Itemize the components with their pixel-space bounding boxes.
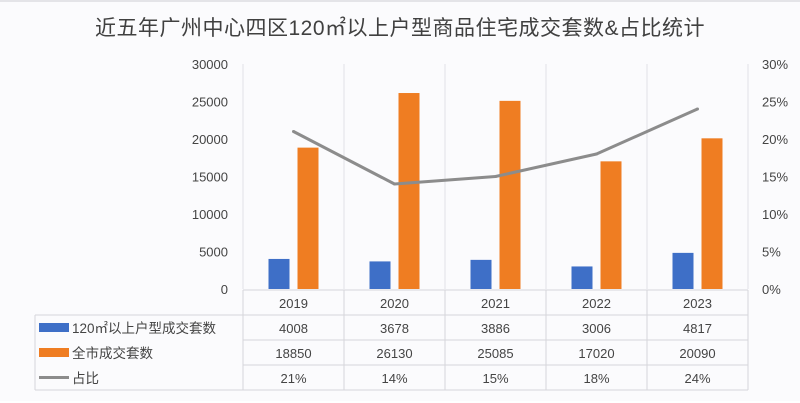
line-point-share bbox=[393, 182, 396, 186]
data-label: 18850 bbox=[275, 346, 311, 361]
data-label: 4008 bbox=[279, 321, 308, 336]
y2-tick-label: 10% bbox=[762, 207, 788, 222]
data-label: 25085 bbox=[477, 346, 513, 361]
legend-swatch bbox=[39, 348, 69, 357]
line-point-share bbox=[595, 152, 598, 156]
bar-large-units bbox=[268, 258, 290, 289]
y-tick-label: 20000 bbox=[192, 132, 228, 147]
data-label: 3886 bbox=[481, 321, 510, 336]
y-tick-label: 0 bbox=[221, 282, 228, 297]
x-category-label: 2021 bbox=[481, 296, 510, 311]
bar-large-units bbox=[470, 259, 492, 289]
data-label: 3006 bbox=[582, 321, 611, 336]
x-category-label: 2019 bbox=[279, 296, 308, 311]
data-label: 4817 bbox=[683, 321, 712, 336]
bar-large-units bbox=[672, 252, 694, 289]
legend-label: 占比 bbox=[72, 371, 99, 386]
bar-large-units bbox=[571, 266, 593, 289]
data-label: 14% bbox=[381, 371, 407, 386]
bar-city-total bbox=[701, 138, 723, 289]
data-label: 18% bbox=[583, 371, 609, 386]
data-label: 17020 bbox=[578, 346, 614, 361]
line-point-share bbox=[696, 107, 699, 111]
y-tick-label: 30000 bbox=[192, 57, 228, 72]
legend-label: 120㎡以上户型成交套数 bbox=[72, 320, 217, 336]
x-category-label: 2020 bbox=[380, 296, 409, 311]
y2-tick-label: 25% bbox=[762, 95, 788, 110]
chart-title: 近五年广州中心四区120㎡以上户型商品住宅成交套数&占比统计 bbox=[94, 17, 706, 40]
bar-city-total bbox=[297, 147, 319, 289]
data-label: 3678 bbox=[380, 321, 409, 336]
data-label: 20090 bbox=[679, 346, 715, 361]
bar-city-total bbox=[398, 93, 420, 290]
bar-city-total bbox=[600, 161, 622, 289]
line-share bbox=[292, 107, 699, 186]
data-label: 21% bbox=[280, 371, 306, 386]
data-label: 15% bbox=[482, 371, 508, 386]
bar-city-total bbox=[499, 100, 521, 289]
y-tick-label: 25000 bbox=[192, 95, 228, 110]
x-category-label: 2023 bbox=[683, 296, 712, 311]
data-label: 24% bbox=[684, 371, 710, 386]
line-point-share bbox=[494, 175, 497, 178]
legend-swatch bbox=[39, 323, 69, 332]
y2-tick-label: 5% bbox=[762, 245, 781, 260]
bar-large-units bbox=[369, 261, 391, 289]
y2-tick-label: 15% bbox=[762, 170, 788, 185]
y-tick-label: 10000 bbox=[192, 207, 228, 222]
y-tick-label: 15000 bbox=[192, 170, 228, 185]
x-category-label: 2022 bbox=[582, 296, 611, 311]
data-label: 26130 bbox=[376, 346, 412, 361]
y2-tick-label: 0% bbox=[762, 282, 781, 297]
y2-tick-label: 20% bbox=[762, 132, 788, 147]
line-point-share bbox=[292, 130, 295, 133]
y2-tick-label: 30% bbox=[762, 57, 788, 72]
legend-label: 全市成交套数 bbox=[72, 345, 153, 361]
y-tick-label: 5000 bbox=[199, 245, 228, 260]
